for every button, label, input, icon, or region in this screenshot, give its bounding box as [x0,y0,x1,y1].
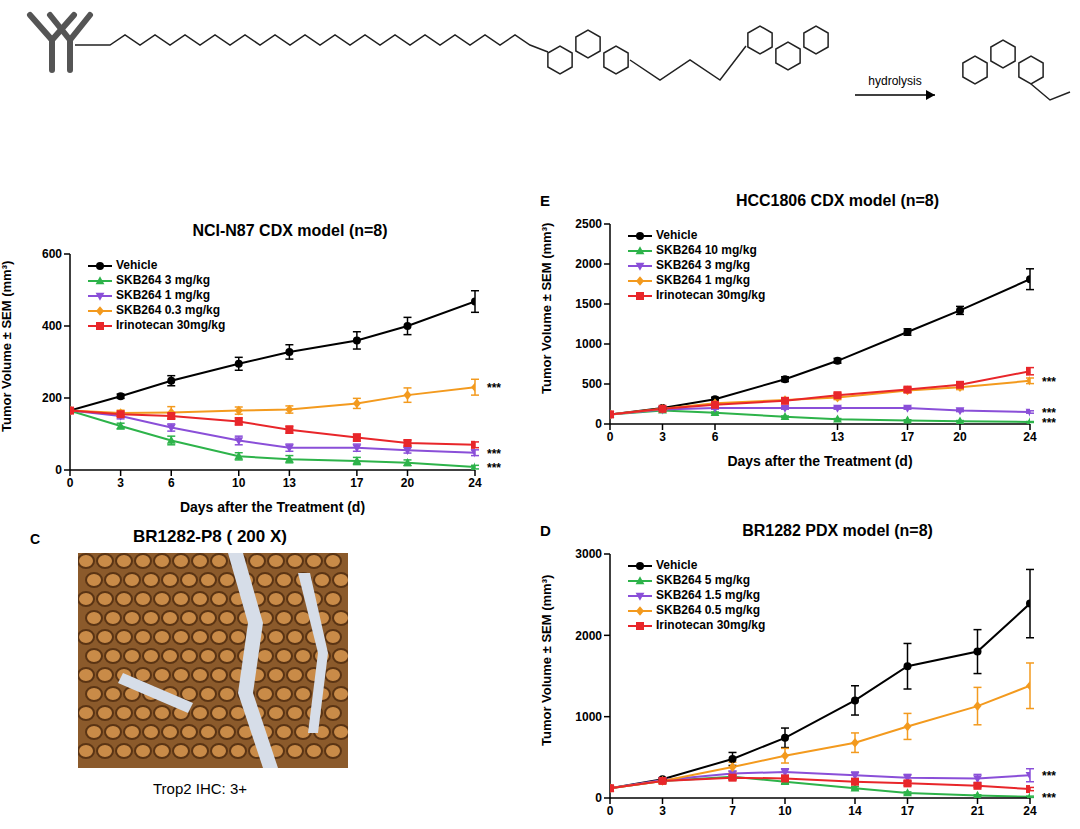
svg-text:3: 3 [117,476,124,490]
svg-text:400: 400 [42,319,62,333]
svg-text:2500: 2500 [575,217,602,231]
svg-text:0: 0 [67,476,74,490]
svg-text:***: *** [1042,769,1056,783]
svg-text:3: 3 [659,804,666,818]
svg-text:***: *** [487,381,501,395]
html-text:SKB264 3 mg/kg: SKB264 3 mg/kg [656,258,750,272]
html-text:SKB264 1 mg/kg: SKB264 1 mg/kg [656,273,750,287]
svg-text:20: 20 [401,476,415,490]
html-text:SKB264 1.5 mg/kg: SKB264 1.5 mg/kg [656,588,760,602]
html-text:BR1282-P8 ( 200 X): BR1282-P8 ( 200 X) [133,527,287,546]
svg-text:2000: 2000 [575,257,602,271]
svg-text:***: *** [487,461,501,475]
svg-text:7: 7 [729,804,736,818]
svg-text:21: 21 [971,804,985,818]
html-text:Irinotecan 30mg/kg: Irinotecan 30mg/kg [656,288,766,302]
html-text:Vehicle: Vehicle [656,228,698,242]
svg-text:***: *** [1042,406,1056,420]
svg-text:24: 24 [1023,430,1037,444]
svg-text:3: 3 [659,430,666,444]
svg-text:Days after the Treatment (d): Days after the Treatment (d) [180,499,365,515]
html-text:BR1282 PDX model (n=8): BR1282 PDX model (n=8) [742,522,933,539]
html-text:Vehicle: Vehicle [656,558,698,572]
svg-text:***: *** [487,447,501,461]
svg-text:600: 600 [42,247,62,261]
svg-text:***: *** [1042,791,1056,805]
svg-text:20: 20 [953,430,967,444]
html-text:HCC1806 CDX model (n=8): HCC1806 CDX model (n=8) [735,192,940,209]
html-text:SKB264 10 mg/kg: SKB264 10 mg/kg [656,243,757,257]
html-text:Trop2 IHC: 3+: Trop2 IHC: 3+ [153,780,247,797]
html-text:SKB264 1 mg/kg: SKB264 1 mg/kg [116,288,210,302]
svg-text:Tumor Volume ± SEM (mm³): Tumor Volume ± SEM (mm³) [540,575,554,746]
svg-text:Days after the Treatment (d): Days after the Treatment (d) [727,827,912,829]
html-text:SKB264 3 mg/kg: SKB264 3 mg/kg [116,273,210,287]
svg-text:6: 6 [712,430,719,444]
svg-text:10: 10 [778,804,792,818]
html-text:D: D [540,522,551,539]
html-text:C: C [30,531,41,547]
svg-text:***: *** [1042,375,1056,389]
svg-text:24: 24 [1023,804,1037,818]
svg-text:17: 17 [350,476,364,490]
svg-text:200: 200 [42,391,62,405]
svg-text:1500: 1500 [575,297,602,311]
html-text:SKB264 0.5 mg/kg: SKB264 0.5 mg/kg [656,603,760,617]
svg-text:0: 0 [607,804,614,818]
svg-text:Tumor Volume ± SEM (mm³): Tumor Volume ± SEM (mm³) [8,261,14,432]
svg-text:2000: 2000 [575,629,602,643]
html-text:Irinotecan 30mg/kg: Irinotecan 30mg/kg [116,318,226,332]
svg-text:0: 0 [55,463,62,477]
svg-text:Days after the Treatment (d): Days after the Treatment (d) [727,453,912,469]
html-text:SKB264 5 mg/kg: SKB264 5 mg/kg [656,573,750,587]
svg-text:17: 17 [901,430,915,444]
svg-text:6: 6 [168,476,175,490]
svg-text:10: 10 [232,476,246,490]
svg-text:14: 14 [848,804,862,818]
svg-text:17: 17 [901,804,915,818]
svg-text:0: 0 [595,791,602,805]
svg-text:3000: 3000 [575,547,602,561]
svg-text:0: 0 [595,417,602,431]
html-text:Vehicle: Vehicle [116,258,158,272]
html-text:NCI-N87 CDX model (n=8): NCI-N87 CDX model (n=8) [192,222,388,239]
svg-text:500: 500 [582,377,602,391]
html-text:Irinotecan 30mg/kg: Irinotecan 30mg/kg [656,618,766,632]
svg-text:1000: 1000 [575,337,602,351]
html-text:E: E [540,192,550,209]
svg-text:0: 0 [607,430,614,444]
svg-text:13: 13 [831,430,845,444]
html-text:SKB264 0.3 mg/kg: SKB264 0.3 mg/kg [116,303,220,317]
svg-text:13: 13 [283,476,297,490]
svg-text:1000: 1000 [575,710,602,724]
svg-text:Tumor Volume ± SEM (mm³): Tumor Volume ± SEM (mm³) [540,223,554,394]
svg-text:24: 24 [468,476,482,490]
svg-text:hydrolysis: hydrolysis [868,74,921,88]
